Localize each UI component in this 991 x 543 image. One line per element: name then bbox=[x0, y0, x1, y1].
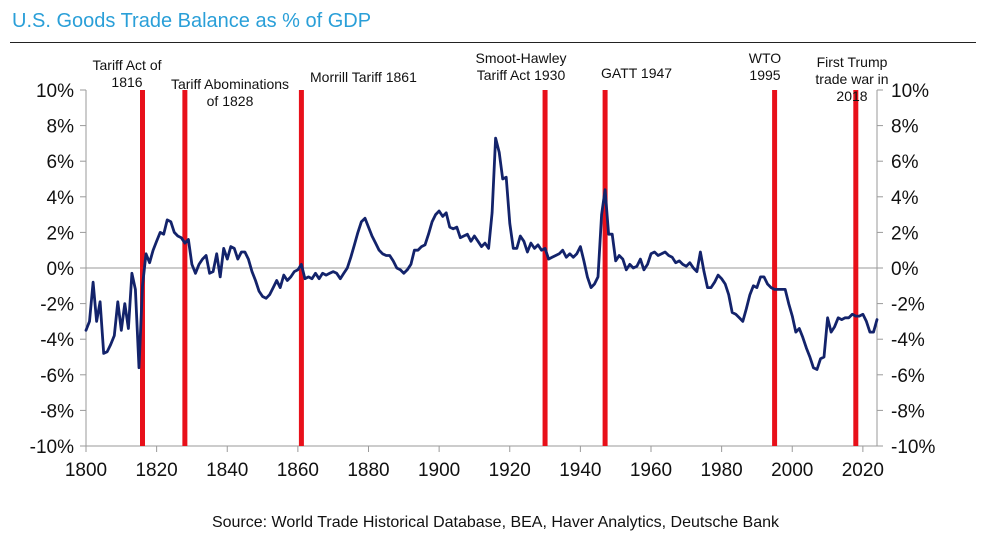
y-tick-label-left: -4% bbox=[40, 330, 74, 351]
event-label: of 1828 bbox=[207, 93, 254, 109]
y-tick-label-left: -10% bbox=[30, 437, 74, 458]
event-label: Tariff Abominations bbox=[171, 76, 289, 92]
chart-axes bbox=[80, 89, 883, 452]
y-tick-label-right: 10% bbox=[891, 81, 929, 102]
y-tick-label-left: 8% bbox=[47, 117, 75, 138]
x-tick-label: 1920 bbox=[489, 460, 531, 481]
event-label: WTO bbox=[749, 50, 782, 66]
y-tick-label-left: 2% bbox=[47, 223, 75, 244]
x-tick-label: 1820 bbox=[135, 460, 177, 481]
x-tick-label: 2000 bbox=[771, 460, 813, 481]
event-label: Tariff Act 1930 bbox=[477, 67, 566, 83]
y-tick-label-right: -2% bbox=[891, 295, 925, 316]
title-divider bbox=[10, 42, 976, 43]
y-tick-label-right: 8% bbox=[891, 117, 919, 138]
event-label: Tariff Act of bbox=[93, 57, 162, 73]
y-tick-label-left: -8% bbox=[40, 401, 74, 422]
y-tick-label-left: 4% bbox=[47, 188, 75, 209]
x-tick-label: 1900 bbox=[418, 460, 460, 481]
x-tick-label: 1980 bbox=[700, 460, 742, 481]
y-tick-label-left: 10% bbox=[36, 81, 74, 102]
series-layer bbox=[84, 136, 879, 371]
x-tick-label: 1960 bbox=[630, 460, 672, 481]
x-tick-label: 1860 bbox=[277, 460, 319, 481]
chart-title: U.S. Goods Trade Balance as % of GDP bbox=[12, 10, 372, 32]
y-tick-label-right: -6% bbox=[891, 366, 925, 387]
event-label: trade war in bbox=[815, 71, 888, 87]
y-tick-label-left: -2% bbox=[40, 295, 74, 316]
y-tick-label-left: 6% bbox=[47, 152, 75, 173]
x-tick-label: 2020 bbox=[842, 460, 884, 481]
y-tick-label-right: -10% bbox=[891, 437, 935, 458]
event-label: 1995 bbox=[749, 67, 780, 83]
event-markers bbox=[140, 90, 859, 446]
event-label: 2018 bbox=[836, 88, 867, 104]
event-label: 1816 bbox=[111, 74, 142, 90]
y-tick-label-right: 6% bbox=[891, 152, 919, 173]
source-note: Source: World Trade Historical Database,… bbox=[211, 514, 780, 531]
event-label: First Trump bbox=[817, 54, 888, 70]
x-tick-label: 1880 bbox=[347, 460, 389, 481]
x-tick-label: 1840 bbox=[206, 460, 248, 481]
y-tick-label-right: 0% bbox=[891, 259, 919, 280]
x-tick-label: 1800 bbox=[65, 460, 107, 481]
y-tick-label-right: 4% bbox=[891, 188, 919, 209]
y-tick-label-right: 2% bbox=[891, 223, 919, 244]
tick-labels: 10% 10% 8% 8% 6% 6% 4% 4% 2% 2% 0% 0% -2% -2% -4% -4% -6… bbox=[30, 81, 936, 481]
y-tick-label-right: -8% bbox=[891, 401, 925, 422]
y-tick-label-left: -6% bbox=[40, 366, 74, 387]
series-line bbox=[84, 136, 879, 371]
y-tick-label-left: 0% bbox=[47, 259, 75, 280]
y-tick-label-right: -4% bbox=[891, 330, 925, 351]
event-label: Morrill Tariff 1861 bbox=[310, 69, 417, 85]
event-label: Smoot-Hawley bbox=[475, 50, 566, 66]
x-tick-label: 1940 bbox=[559, 460, 601, 481]
event-label: GATT 1947 bbox=[601, 65, 672, 81]
